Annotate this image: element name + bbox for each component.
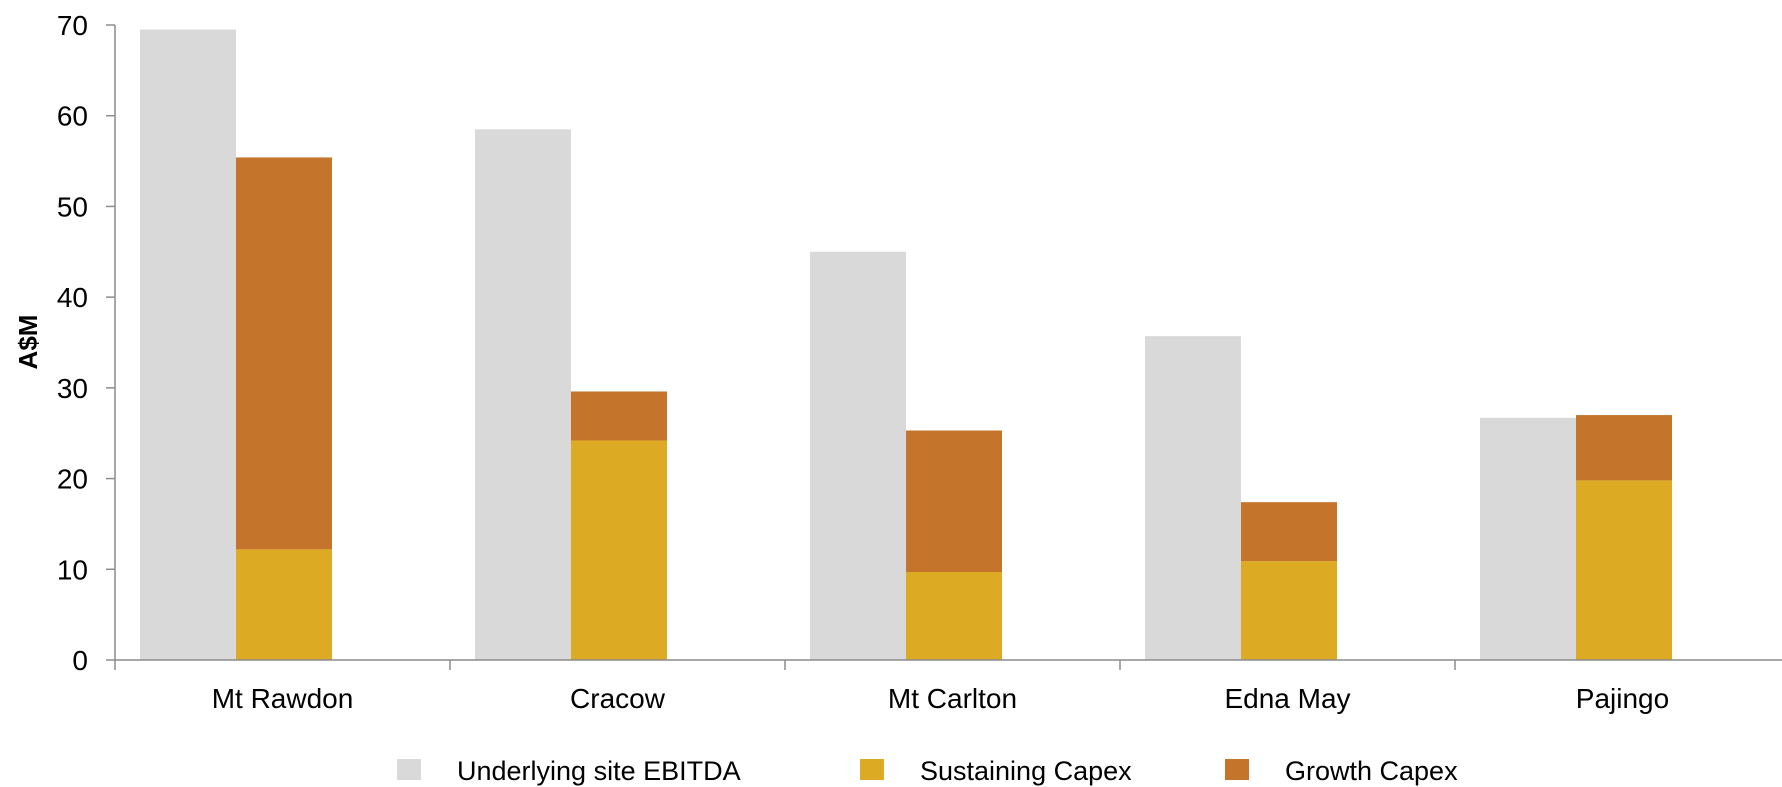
legend-swatch	[860, 759, 884, 780]
category-label: Cracow	[570, 683, 666, 714]
bar-underlying-site-ebitda-mt-rawdon	[140, 29, 236, 661]
bar-growth-capex-pajingo	[1576, 415, 1672, 481]
y-tick-label: 50	[57, 191, 88, 222]
category-label: Edna May	[1224, 683, 1350, 714]
bars-layer	[140, 29, 1672, 661]
bar-sustaining-capex-edna-may	[1241, 561, 1337, 660]
legend: Underlying site EBITDA Sustaining Capex Gr…	[397, 756, 1458, 786]
legend-label: Growth Capex	[1285, 756, 1458, 786]
bar-growth-capex-edna-may	[1241, 502, 1337, 562]
bar-underlying-site-ebitda-edna-may	[1145, 336, 1241, 660]
legend-label: Underlying site EBITDA	[457, 756, 741, 786]
bar-growth-capex-mt-rawdon	[236, 157, 332, 550]
bar-sustaining-capex-cracow	[571, 440, 667, 660]
bar-underlying-site-ebitda-cracow	[475, 129, 571, 661]
legend-swatch	[1225, 759, 1249, 780]
bar-sustaining-capex-mt-rawdon	[236, 549, 332, 660]
category-label: Mt Carlton	[888, 683, 1017, 714]
category-labels: Mt Rawdon Cracow Mt Carlton Edna May Pajingo	[212, 683, 1670, 714]
bar-sustaining-capex-mt-carlton	[906, 572, 1002, 660]
y-ticks: 0 10 20 30 40 50 60 70	[57, 10, 115, 676]
bar-sustaining-capex-pajingo	[1576, 480, 1672, 660]
axes-layer	[114, 25, 1782, 670]
bar-growth-capex-cracow	[571, 391, 667, 441]
bar-growth-capex-mt-carlton	[906, 430, 1002, 573]
y-tick-label: 10	[57, 554, 88, 585]
y-tick-label: 0	[72, 645, 88, 676]
y-tick-label: 60	[57, 101, 88, 132]
bar-underlying-site-ebitda-mt-carlton	[810, 251, 906, 661]
y-tick-label: 30	[57, 373, 88, 404]
y-tick-label: 20	[57, 464, 88, 495]
category-label: Mt Rawdon	[212, 683, 354, 714]
legend-swatch	[397, 759, 421, 780]
category-label: Pajingo	[1576, 683, 1669, 714]
y-tick-label: 70	[57, 10, 88, 41]
y-tick-label: 40	[57, 282, 88, 313]
bar-underlying-site-ebitda-pajingo	[1480, 417, 1576, 660]
legend-label: Sustaining Capex	[920, 756, 1132, 786]
y-axis-label: A$M	[13, 315, 43, 370]
